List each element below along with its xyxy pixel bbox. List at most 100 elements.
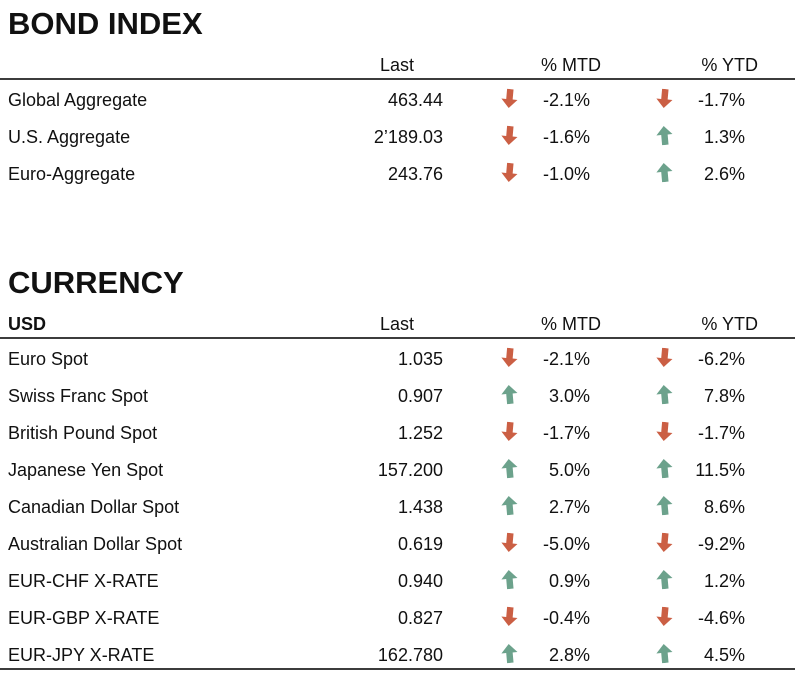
down-arrow-icon: [656, 421, 673, 441]
mtd-trend-cell: [501, 643, 518, 668]
table-row: EUR-JPY X-RATE 162.780 2.8% 4.5%: [0, 637, 795, 674]
mtd-trend-cell: [501, 606, 518, 631]
table-row: Global Aggregate 463.44 -2.1% -1.7%: [0, 82, 795, 119]
mtd-value: -1.6%: [542, 127, 590, 147]
table-row: Canadian Dollar Spot 1.438 2.7% 8.6%: [0, 489, 795, 526]
last-value: 162.780: [377, 645, 443, 665]
ytd-trend-cell: [656, 495, 673, 520]
mtd-value: -1.0%: [542, 164, 590, 184]
instrument-name: Canadian Dollar Spot: [8, 497, 180, 517]
up-arrow-icon: [656, 162, 673, 182]
mtd-column-header: % MTD: [541, 314, 601, 334]
down-arrow-icon: [656, 347, 673, 367]
table-row: EUR-CHF X-RATE 0.940 0.9% 1.2%: [0, 563, 795, 600]
last-value: 1.035: [397, 349, 443, 369]
mtd-column-header: % MTD: [541, 55, 601, 75]
mtd-value: -0.4%: [542, 608, 590, 628]
ytd-trend-cell: [656, 88, 673, 113]
last-value: 2’189.03: [373, 127, 443, 147]
last-value: 0.940: [397, 571, 443, 591]
mtd-value: 0.9%: [548, 571, 590, 591]
down-arrow-icon: [656, 606, 673, 626]
instrument-name: Japanese Yen Spot: [8, 460, 164, 480]
down-arrow-icon: [656, 532, 673, 552]
ytd-trend-cell: [656, 569, 673, 594]
mtd-trend-cell: [501, 384, 518, 409]
instrument-name: EUR-GBP X-RATE: [8, 608, 160, 628]
ytd-value: -9.2%: [697, 534, 745, 554]
ytd-trend-cell: [656, 384, 673, 409]
up-arrow-icon: [501, 495, 518, 515]
up-arrow-icon: [656, 643, 673, 663]
down-arrow-icon: [501, 421, 518, 441]
market-report: BOND INDEX Last % MTD % YTD Global Aggre…: [0, 6, 795, 670]
table-header-row: Last % MTD % YTD: [0, 42, 795, 80]
last-value: 0.907: [397, 386, 443, 406]
last-value: 243.76: [387, 164, 443, 184]
down-arrow-icon: [656, 88, 673, 108]
table-row: Euro-Aggregate 243.76 -1.0% 2.6%: [0, 156, 795, 193]
up-arrow-icon: [656, 458, 673, 478]
mtd-value: -2.1%: [542, 349, 590, 369]
instrument-name: Euro-Aggregate: [8, 164, 136, 184]
section-title: BOND INDEX: [8, 6, 203, 41]
up-arrow-icon: [656, 125, 673, 145]
last-value: 1.438: [397, 497, 443, 517]
ytd-value: -6.2%: [697, 349, 745, 369]
key-column-header: USD: [8, 314, 47, 334]
instrument-name: British Pound Spot: [8, 423, 158, 443]
up-arrow-icon: [501, 643, 518, 663]
mtd-trend-cell: [501, 162, 518, 187]
instrument-name: U.S. Aggregate: [8, 127, 131, 147]
ytd-value: 1.3%: [703, 127, 745, 147]
down-arrow-icon: [501, 162, 518, 182]
mtd-trend-cell: [501, 569, 518, 594]
ytd-value: 1.2%: [703, 571, 745, 591]
up-arrow-icon: [501, 569, 518, 589]
instrument-name: Euro Spot: [8, 349, 89, 369]
ytd-trend-cell: [656, 606, 673, 631]
table-row: Australian Dollar Spot 0.619 -5.0% -9.2%: [0, 526, 795, 563]
ytd-value: -4.6%: [697, 608, 745, 628]
instrument-name: EUR-CHF X-RATE: [8, 571, 159, 591]
mtd-value: -1.7%: [542, 423, 590, 443]
last-column-header: Last: [379, 55, 414, 75]
table-row: U.S. Aggregate 2’189.03 -1.6% 1.3%: [0, 119, 795, 156]
ytd-value: -1.7%: [697, 423, 745, 443]
instrument-name: Australian Dollar Spot: [8, 534, 183, 554]
up-arrow-icon: [501, 458, 518, 478]
ytd-trend-cell: [656, 421, 673, 446]
mtd-trend-cell: [501, 347, 518, 372]
table-row: Swiss Franc Spot 0.907 3.0% 7.8%: [0, 378, 795, 415]
ytd-value: 4.5%: [703, 645, 745, 665]
last-value: 463.44: [387, 90, 443, 110]
instrument-name: Global Aggregate: [8, 90, 148, 110]
ytd-column-header: % YTD: [701, 55, 758, 75]
ytd-value: 7.8%: [703, 386, 745, 406]
table-row: Euro Spot 1.035 -2.1% -6.2%: [0, 341, 795, 378]
down-arrow-icon: [501, 532, 518, 552]
up-arrow-icon: [501, 384, 518, 404]
table-body: Global Aggregate 463.44 -2.1% -1.7% U.S.…: [0, 80, 795, 193]
ytd-trend-cell: [656, 162, 673, 187]
ytd-trend-cell: [656, 347, 673, 372]
up-arrow-icon: [656, 569, 673, 589]
table-row: EUR-GBP X-RATE 0.827 -0.4% -4.6%: [0, 600, 795, 637]
mtd-trend-cell: [501, 88, 518, 113]
mtd-trend-cell: [501, 421, 518, 446]
mtd-trend-cell: [501, 458, 518, 483]
mtd-value: -5.0%: [542, 534, 590, 554]
mtd-trend-cell: [501, 495, 518, 520]
down-arrow-icon: [501, 606, 518, 626]
up-arrow-icon: [656, 495, 673, 515]
down-arrow-icon: [501, 347, 518, 367]
ytd-trend-cell: [656, 643, 673, 668]
mtd-value: 5.0%: [548, 460, 590, 480]
mtd-value: 2.8%: [548, 645, 590, 665]
down-arrow-icon: [501, 88, 518, 108]
mtd-value: 2.7%: [548, 497, 590, 517]
instrument-name: Swiss Franc Spot: [8, 386, 149, 406]
ytd-value: -1.7%: [697, 90, 745, 110]
section-title: CURRENCY: [8, 265, 184, 300]
table-header-row: USD Last % MTD % YTD: [0, 301, 795, 339]
